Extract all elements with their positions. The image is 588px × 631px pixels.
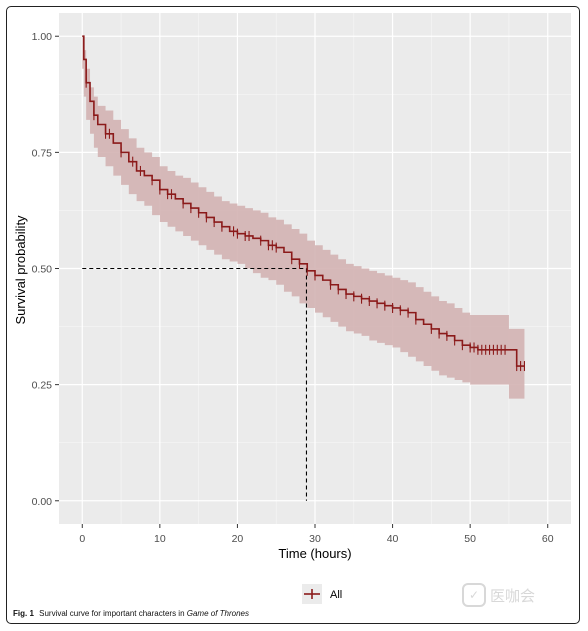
y-tick-label: 0.25: [32, 380, 53, 392]
watermark: ✓ 医咖会: [462, 580, 572, 610]
x-tick-label: 0: [79, 533, 85, 545]
y-tick-label: 1.00: [32, 31, 53, 43]
x-axis-title: Time (hours): [278, 546, 351, 561]
caption-italic-title: Game of Thrones: [186, 609, 249, 618]
x-tick-label: 30: [309, 533, 321, 545]
x-axis-ticks: 0 10 20 30 40 50 60: [79, 524, 554, 545]
legend-label: All: [330, 589, 342, 601]
confidence-band: [82, 36, 525, 399]
x-tick-label: 20: [232, 533, 244, 545]
caption-fig-label: Fig. 1: [13, 609, 34, 618]
y-tick-label: 0.50: [32, 264, 53, 276]
figure-caption: Fig. 1 Survival curve for important char…: [13, 609, 249, 618]
x-tick-label: 60: [542, 533, 554, 545]
censor-marks: [85, 77, 526, 372]
y-tick-label: 0.00: [32, 496, 53, 508]
watermark-text: 医咖会: [490, 587, 536, 605]
y-axis-ticks: 0.00 0.25 0.50 0.75 1.00: [32, 31, 59, 508]
x-tick-label: 40: [387, 533, 399, 545]
legend: All: [302, 584, 342, 604]
figure-frame: [6, 6, 580, 624]
caption-text: Survival curve for important characters …: [39, 609, 185, 618]
y-axis-title: Survival probability: [13, 215, 28, 325]
x-tick-label: 50: [464, 533, 476, 545]
y-tick-label: 0.75: [32, 147, 53, 159]
watermark-logo-icon: ✓: [462, 583, 486, 607]
x-tick-label: 10: [154, 533, 166, 545]
